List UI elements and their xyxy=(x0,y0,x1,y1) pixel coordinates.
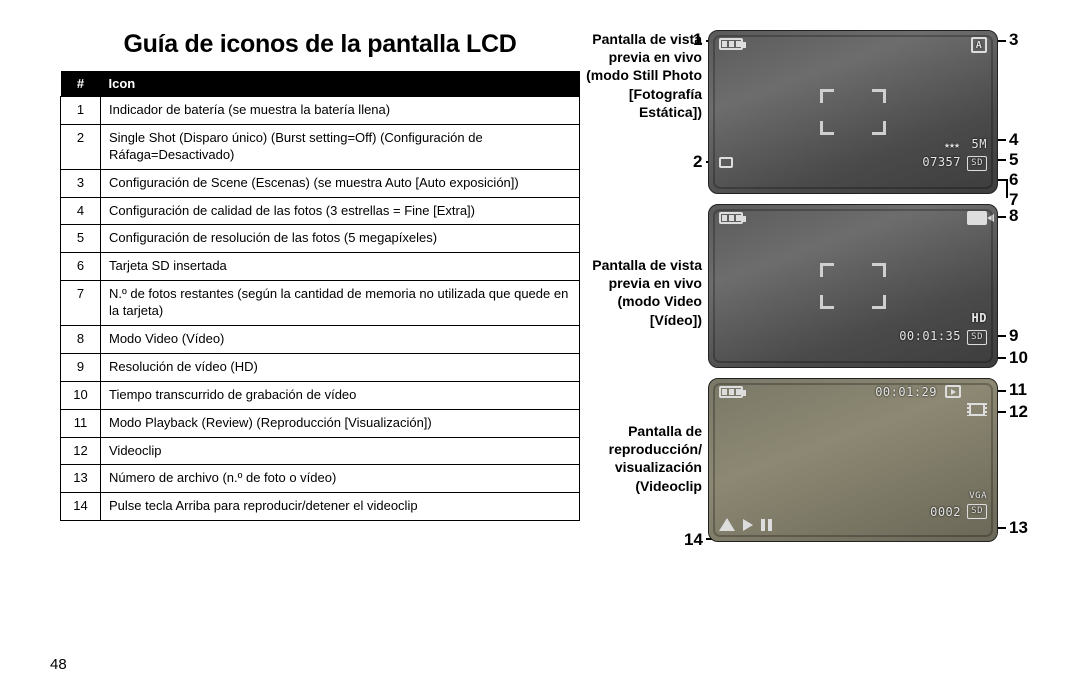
row-description: Tarjeta SD insertada xyxy=(101,253,580,281)
row-number: 7 xyxy=(61,281,101,326)
lcd-block-3: Pantalla de reproducción/ visualización … xyxy=(638,378,1040,542)
playback-time: 00:01:29 xyxy=(875,385,937,399)
row-description: Resolución de vídeo (HD) xyxy=(101,353,580,381)
table-row: 11Modo Playback (Review) (Reproducción [… xyxy=(61,409,580,437)
sd-icon-2: SD xyxy=(967,328,987,345)
callout-1: 1 xyxy=(693,30,702,50)
row-number: 3 xyxy=(61,169,101,197)
row-number: 13 xyxy=(61,465,101,493)
row-number: 4 xyxy=(61,197,101,225)
callout-12: 12 xyxy=(1009,402,1028,422)
row-description: Indicador de batería (se muestra la bate… xyxy=(101,97,580,125)
row-description: Modo Video (Vídeo) xyxy=(101,326,580,354)
page: Guía de iconos de la pantalla LCD # Icon… xyxy=(0,0,1080,687)
hd-label: HD xyxy=(972,311,987,325)
leader-7v xyxy=(1006,179,1008,198)
focus-brackets-icon-2 xyxy=(820,263,886,309)
icon-table: # Icon 1Indicador de batería (se muestra… xyxy=(60,71,580,521)
row-description: Videoclip xyxy=(101,437,580,465)
row-description: Modo Playback (Review) (Reproducción [Vi… xyxy=(101,409,580,437)
row-number: 2 xyxy=(61,124,101,169)
row-number: 9 xyxy=(61,353,101,381)
focus-brackets-icon xyxy=(820,89,886,135)
row-description: Pulse tecla Arriba para reproducir/deten… xyxy=(101,493,580,521)
callout-9: 9 xyxy=(1009,326,1018,346)
callout-10: 10 xyxy=(1009,348,1028,368)
table-row: 9Resolución de vídeo (HD) xyxy=(61,353,580,381)
row-description: Configuración de calidad de las fotos (3… xyxy=(101,197,580,225)
table-row: 2Single Shot (Disparo único) (Burst sett… xyxy=(61,124,580,169)
video-mode-icon xyxy=(967,211,987,225)
battery-icon-2 xyxy=(719,212,743,224)
battery-icon xyxy=(719,38,743,50)
scene-auto-icon: A xyxy=(971,37,987,53)
sd-icon-3: SD xyxy=(967,502,987,519)
row-description: Tiempo transcurrido de grabación de víde… xyxy=(101,381,580,409)
lcd-label-1: Pantalla de vista previa en vivo (modo S… xyxy=(582,30,702,121)
lcd-block-2: Pantalla de vista previa en vivo (modo V… xyxy=(638,204,1040,368)
callout-11: 11 xyxy=(1009,380,1027,400)
videoclip-icon xyxy=(969,403,985,416)
table-row: 3Configuración de Scene (Escenas) (se mu… xyxy=(61,169,580,197)
row-description: Número de archivo (n.º de foto o vídeo) xyxy=(101,465,580,493)
row-description: Configuración de resolución de las fotos… xyxy=(101,225,580,253)
file-number: 0002 xyxy=(930,505,961,519)
page-title: Guía de iconos de la pantalla LCD xyxy=(60,30,580,59)
row-number: 10 xyxy=(61,381,101,409)
table-row: 6Tarjeta SD insertada xyxy=(61,253,580,281)
table-row: 5Configuración de resolución de las foto… xyxy=(61,225,580,253)
lcd-screen-photo: A ★★★ 5M 07357 SD xyxy=(708,30,998,194)
table-row: 12Videoclip xyxy=(61,437,580,465)
right-column: Pantalla de vista previa en vivo (modo S… xyxy=(580,30,1040,667)
video-elapsed-time: 00:01:35 xyxy=(899,329,961,343)
callout-3: 3 xyxy=(1009,30,1018,50)
row-description: Single Shot (Disparo único) (Burst setti… xyxy=(101,124,580,169)
table-row: 14Pulse tecla Arriba para reproducir/det… xyxy=(61,493,580,521)
page-number: 48 xyxy=(50,656,67,673)
lcd-block-1: Pantalla de vista previa en vivo (modo S… xyxy=(638,30,1040,194)
table-row: 13Número de archivo (n.º de foto o vídeo… xyxy=(61,465,580,493)
row-number: 8 xyxy=(61,326,101,354)
row-number: 6 xyxy=(61,253,101,281)
table-row: 8Modo Video (Vídeo) xyxy=(61,326,580,354)
row-description: N.º de fotos restantes (según la cantida… xyxy=(101,281,580,326)
row-number: 11 xyxy=(61,409,101,437)
lcd-screen-video: HD 00:01:35 SD xyxy=(708,204,998,368)
lcd-label-2: Pantalla de vista previa en vivo (modo V… xyxy=(582,256,702,329)
row-number: 14 xyxy=(61,493,101,521)
row-number: 12 xyxy=(61,437,101,465)
row-number: 1 xyxy=(61,97,101,125)
callout-14: 14 xyxy=(684,530,703,550)
callout-4: 4 xyxy=(1009,130,1018,150)
callout-2: 2 xyxy=(693,152,702,172)
callout-13: 13 xyxy=(1009,518,1028,538)
lcd-screen-playback: 00:01:29 VGA 0002 SD xyxy=(708,378,998,542)
photos-remaining: 07357 xyxy=(922,155,961,169)
left-column: Guía de iconos de la pantalla LCD # Icon… xyxy=(60,30,580,667)
callout-8: 8 xyxy=(1009,206,1018,226)
vga-label: VGA xyxy=(969,491,987,501)
battery-icon-3 xyxy=(719,386,743,398)
resolution-5m: 5M xyxy=(972,137,987,151)
playback-mode-icon xyxy=(945,385,961,398)
callout-5: 5 xyxy=(1009,150,1018,170)
table-row: 7N.º de fotos restantes (según la cantid… xyxy=(61,281,580,326)
row-description: Configuración de Scene (Escenas) (se mue… xyxy=(101,169,580,197)
sd-icon: SD xyxy=(967,154,987,171)
callout-6: 6 xyxy=(1009,170,1018,190)
table-row: 10Tiempo transcurrido de grabación de ví… xyxy=(61,381,580,409)
quality-stars-icon: ★★★ xyxy=(944,137,959,151)
lcd-label-3: Pantalla de reproducción/ visualización … xyxy=(582,422,702,495)
th-icon: Icon xyxy=(101,71,580,97)
table-row: 1Indicador de batería (se muestra la bat… xyxy=(61,97,580,125)
table-row: 4Configuración de calidad de las fotos (… xyxy=(61,197,580,225)
th-number: # xyxy=(61,71,101,97)
row-number: 5 xyxy=(61,225,101,253)
play-controls-icon xyxy=(719,518,772,531)
single-shot-icon xyxy=(719,157,733,171)
